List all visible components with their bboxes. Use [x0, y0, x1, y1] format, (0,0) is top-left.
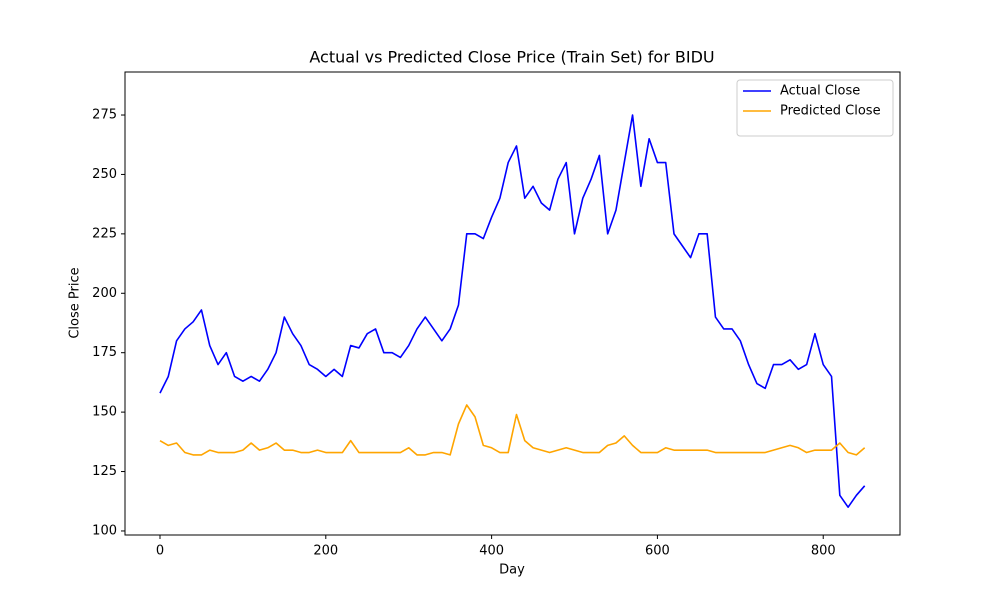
- legend-box: [736, 79, 894, 137]
- legend-label: Predicted Close: [780, 104, 881, 119]
- y-tick-label: 100: [92, 523, 117, 538]
- chart-title: Actual vs Predicted Close Price (Train S…: [309, 48, 714, 67]
- y-tick-label: 225: [92, 226, 117, 241]
- x-tick-label: 800: [811, 544, 836, 559]
- y-tick-label: 200: [92, 286, 117, 301]
- legend-label: Actual Close: [780, 84, 860, 99]
- y-axis-label: Close Price: [68, 267, 83, 338]
- x-tick-label: 0: [156, 544, 164, 559]
- line-series: [159, 404, 866, 456]
- x-tick-label: 400: [479, 544, 504, 559]
- y-tick-label: 250: [92, 167, 117, 182]
- x-axis-label: Day: [499, 563, 525, 578]
- y-tick-label: 275: [92, 108, 117, 123]
- line-series: [159, 114, 866, 508]
- y-tick-label: 150: [92, 405, 117, 420]
- x-tick-label: 200: [313, 544, 338, 559]
- y-tick-label: 125: [92, 464, 117, 479]
- x-tick-label: 600: [645, 544, 670, 559]
- y-tick-label: 175: [92, 345, 117, 360]
- plot-frame: [124, 71, 901, 536]
